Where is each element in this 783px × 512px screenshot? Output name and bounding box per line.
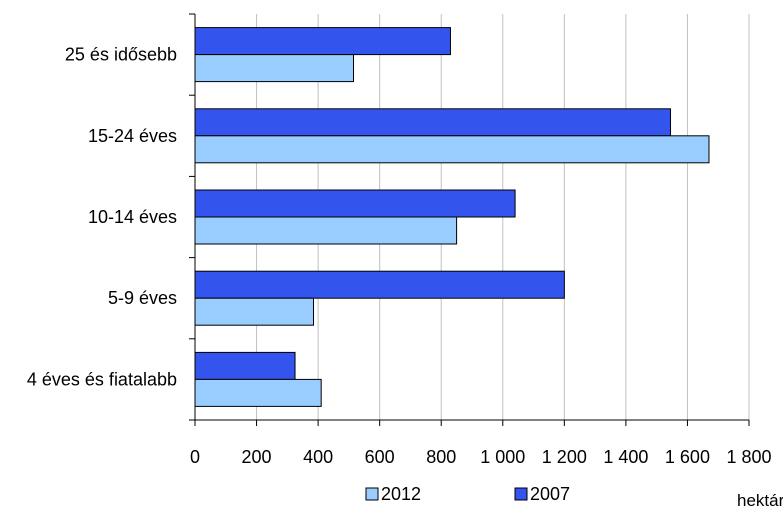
bar-2007 — [194, 108, 672, 137]
legend-swatch-2012 — [365, 487, 379, 501]
category-label: 10-14 éves — [88, 207, 177, 227]
bar-2007 — [194, 270, 565, 299]
bar-2012 — [194, 297, 314, 326]
x-tick-label: 1 800 — [726, 447, 771, 467]
bars — [194, 27, 710, 407]
category-label: 15-24 éves — [88, 126, 177, 146]
bar-2007 — [194, 351, 296, 380]
category-label: 4 éves és fiatalabb — [27, 369, 177, 389]
bar-2012 — [194, 54, 355, 83]
bar-2007 — [194, 189, 516, 218]
legend-label-2007: 2007 — [530, 484, 570, 504]
legend: 2012 2007 — [365, 484, 570, 504]
category-label: 5-9 éves — [108, 288, 177, 308]
x-tick-label: 1 600 — [665, 447, 710, 467]
x-tick-label: 200 — [242, 447, 272, 467]
x-tick-label: 1 200 — [542, 447, 587, 467]
bar-2012 — [194, 378, 322, 407]
bar-2007 — [194, 27, 451, 56]
category-label: 25 és idősebb — [65, 45, 177, 65]
x-tick-label: 1 400 — [603, 447, 648, 467]
axes — [189, 13, 750, 426]
x-tick-label: 600 — [365, 447, 395, 467]
category-labels: 25 és idősebb 15-24 éves 10-14 éves 5-9 éve… — [27, 45, 177, 390]
x-tick-label: 1 000 — [480, 447, 525, 467]
bar-2012 — [194, 216, 458, 245]
x-tick-label: 400 — [303, 447, 333, 467]
legend-label-2012: 2012 — [381, 484, 421, 504]
x-unit-label: hektár — [737, 491, 783, 510]
x-tick-label: 800 — [426, 447, 456, 467]
bar-2012 — [194, 135, 710, 164]
x-tick-label: 0 — [190, 447, 200, 467]
legend-swatch-2007 — [514, 487, 528, 501]
x-tick-labels: 0 200 400 600 800 1 000 1 200 1 400 1 600 1 800 — [190, 447, 772, 467]
